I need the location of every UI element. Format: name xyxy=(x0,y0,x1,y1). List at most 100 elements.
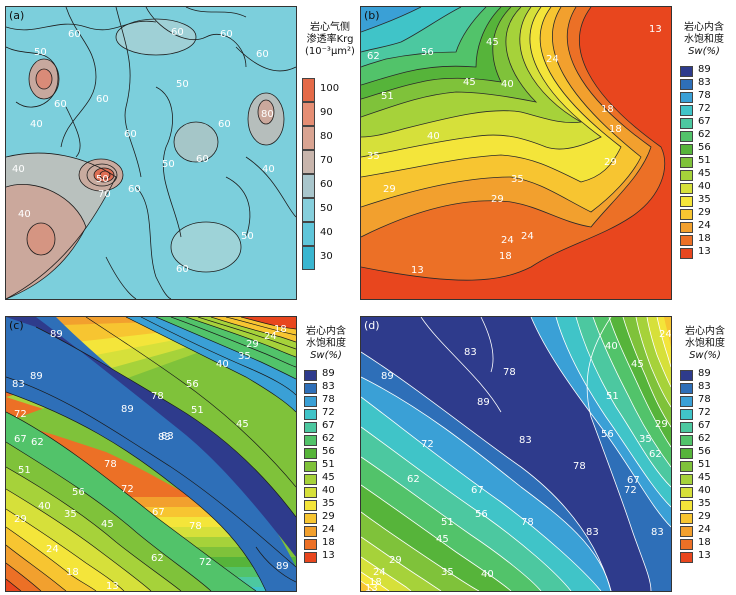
legend-swatch xyxy=(680,196,693,207)
legend-swatch xyxy=(680,539,693,550)
legend-swatch xyxy=(302,198,315,222)
contour-label: 50 xyxy=(96,174,109,185)
panel-label: (b) xyxy=(364,9,380,22)
contour-label: 13 xyxy=(365,583,378,591)
legend-tick-label: 45 xyxy=(322,472,335,483)
legend-title-line: Sw(%) xyxy=(688,46,720,57)
legend-tick-label: 89 xyxy=(698,64,711,75)
panel-d: 89 83 78 89 83 72 67 62 56 51 45 40 35 2… xyxy=(356,310,736,595)
legend-swatch xyxy=(680,409,693,420)
legend-tick-label: 51 xyxy=(698,459,711,470)
legend-tick-label: 29 xyxy=(322,511,335,522)
legend-tick-label: 13 xyxy=(322,550,335,561)
legend-tick-label: 45 xyxy=(698,472,711,483)
legend-tick-label: 13 xyxy=(698,246,711,257)
legend-tick-label: 56 xyxy=(698,446,711,457)
contour-label: 60 xyxy=(54,99,67,110)
contour-label: 35 xyxy=(511,174,524,185)
legend-tick-label: 56 xyxy=(322,446,335,457)
contour-label: 24 xyxy=(501,235,514,246)
contour-label: 83 xyxy=(464,347,477,358)
contour-label: 50 xyxy=(34,47,47,58)
contour-label: 24 xyxy=(46,544,59,555)
legend-title-line: 水饱和度 xyxy=(685,338,725,349)
contour-label: 60 xyxy=(220,29,233,40)
legend-tick-label: 80 xyxy=(320,131,333,142)
legend-tick-label: 56 xyxy=(698,142,711,153)
legend-swatch xyxy=(680,170,693,181)
legend-title-line: 岩心内含 xyxy=(685,326,725,337)
contour-label: 50 xyxy=(176,79,189,90)
contour-label: 24 xyxy=(373,567,386,578)
contour-label: 45 xyxy=(486,37,499,48)
contour-label: 24 xyxy=(264,331,277,342)
contour-label: 89 xyxy=(276,561,289,572)
map-c: 89 83 89 72 78 83 89 78 72 67 62 56 51 4… xyxy=(5,316,297,592)
contour-label: 56 xyxy=(72,487,85,498)
legend-swatch xyxy=(304,396,317,407)
contour-label: 62 xyxy=(649,449,662,460)
legend-tick-label: 62 xyxy=(698,433,711,444)
legend-d: 岩心内含 水饱和度 Sw(%) 89 83 78 72 67 62 56 51 45 40 35 29… xyxy=(676,326,734,594)
legend-scale: 89 83 78 72 67 62 56 51 45 40 35 29 24 18 13 xyxy=(680,64,734,276)
contour-label: 35 xyxy=(238,351,251,362)
legend-tick-label: 60 xyxy=(320,179,333,190)
contour-label: 29 xyxy=(491,194,504,205)
contour-label: 60 xyxy=(124,129,137,140)
legend-tick-label: 18 xyxy=(698,233,711,244)
contour-label: 35 xyxy=(64,509,77,520)
legend-swatch xyxy=(680,79,693,90)
contour-label: 89 xyxy=(50,329,63,340)
panel-label: (a) xyxy=(9,9,25,22)
contour-label: 24 xyxy=(659,329,671,340)
legend-swatch xyxy=(302,150,315,174)
legend-swatch xyxy=(680,248,693,259)
legend-tick-label: 72 xyxy=(698,407,711,418)
legend-tick-label: 67 xyxy=(698,420,711,431)
legend-tick-label: 83 xyxy=(698,77,711,88)
legend-swatch xyxy=(304,487,317,498)
contour-label: 51 xyxy=(191,405,204,416)
legend-swatch xyxy=(680,144,693,155)
legend-swatch xyxy=(680,92,693,103)
legend-swatch xyxy=(680,422,693,433)
legend-swatch xyxy=(680,157,693,168)
contour-label: 67 xyxy=(14,434,27,445)
legend-c: 岩心内含 水饱和度 Sw(%) 89 83 78 72 67 62 56 51 45 40 35 29… xyxy=(298,326,354,594)
legend-tick-label: 90 xyxy=(320,107,333,118)
contour-label: 18 xyxy=(66,567,79,578)
legend-swatch xyxy=(680,526,693,537)
contour-label: 62 xyxy=(367,51,380,62)
legend-swatch xyxy=(304,513,317,524)
legend-tick-label: 35 xyxy=(322,498,335,509)
contour-label: 35 xyxy=(639,434,652,445)
contour-label: 45 xyxy=(436,534,449,545)
contour-label: 83 xyxy=(161,431,174,442)
contour-label: 29 xyxy=(389,555,402,566)
contour-label: 62 xyxy=(407,474,420,485)
contour-label: 60 xyxy=(256,49,269,60)
contour-label: 62 xyxy=(31,437,44,448)
legend-swatch xyxy=(304,461,317,472)
legend-swatch xyxy=(302,102,315,126)
contour-label: 89 xyxy=(30,371,43,382)
legend-swatch xyxy=(304,409,317,420)
contour-label: 40 xyxy=(216,359,229,370)
contour-label: 40 xyxy=(38,501,51,512)
legend-swatch xyxy=(680,235,693,246)
panel-a: 60 60 60 50 60 50 60 40 40 50 70 60 40 5… xyxy=(0,0,368,305)
legend-swatch xyxy=(680,209,693,220)
contour-label: 83 xyxy=(158,432,171,443)
contour-label: 50 xyxy=(162,159,175,170)
legend-a: 岩心气侧 渗透率Krg (10⁻³μm²) 100 90 80 70 60 50 40 30 xyxy=(296,22,364,302)
contour-label: 24 xyxy=(521,231,534,242)
legend-title-line: 岩心内含 xyxy=(684,22,724,33)
legend-swatch xyxy=(680,222,693,233)
contour-label: 60 xyxy=(196,154,209,165)
legend-scale: 89 83 78 72 67 62 56 51 45 40 35 29 24 18 13 xyxy=(680,368,734,580)
legend-swatch xyxy=(304,435,317,446)
legend-swatch xyxy=(680,435,693,446)
contour-label: 80 xyxy=(261,109,274,120)
contour-label: 72 xyxy=(421,439,434,450)
legend-title: 岩心内含 水饱和度 Sw(%) xyxy=(676,326,734,362)
